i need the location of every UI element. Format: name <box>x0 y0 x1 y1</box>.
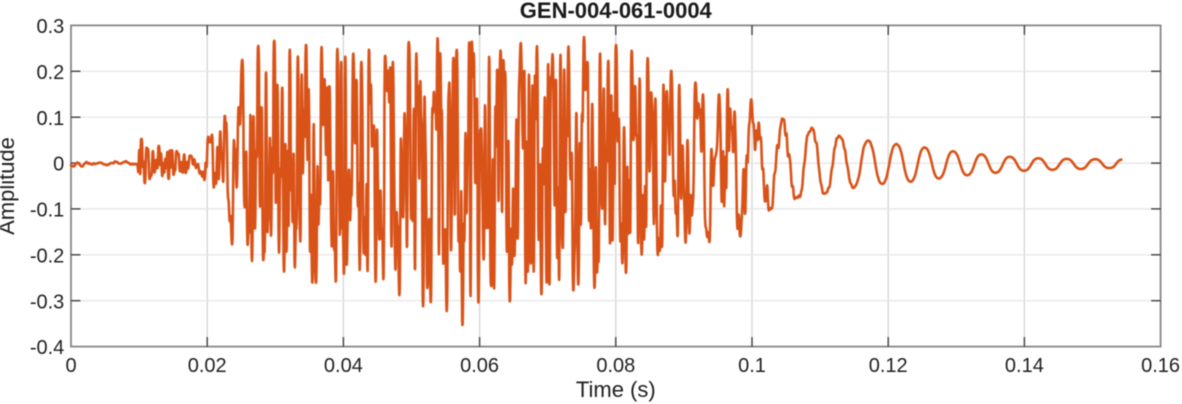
svg-text:-0.3: -0.3 <box>30 291 64 313</box>
svg-text:Amplitude: Amplitude <box>0 137 19 235</box>
svg-text:-0.1: -0.1 <box>30 200 64 222</box>
svg-text:0.1: 0.1 <box>738 355 766 377</box>
svg-text:0.14: 0.14 <box>1005 355 1044 377</box>
svg-text:GEN-004-061-0004: GEN-004-061-0004 <box>520 0 713 23</box>
svg-text:0.1: 0.1 <box>36 108 64 130</box>
svg-text:0: 0 <box>53 154 64 176</box>
svg-text:0.16: 0.16 <box>1141 355 1180 377</box>
svg-text:Time (s): Time (s) <box>576 377 656 402</box>
svg-text:0.08: 0.08 <box>596 355 635 377</box>
svg-text:-0.2: -0.2 <box>30 245 64 267</box>
svg-text:0.3: 0.3 <box>36 16 64 38</box>
svg-text:0.2: 0.2 <box>36 62 64 84</box>
svg-text:0.02: 0.02 <box>188 355 227 377</box>
svg-text:0.12: 0.12 <box>869 355 908 377</box>
svg-text:0.06: 0.06 <box>460 355 499 377</box>
svg-text:-0.4: -0.4 <box>30 337 64 359</box>
svg-text:0: 0 <box>65 355 76 377</box>
svg-text:0.04: 0.04 <box>324 355 363 377</box>
